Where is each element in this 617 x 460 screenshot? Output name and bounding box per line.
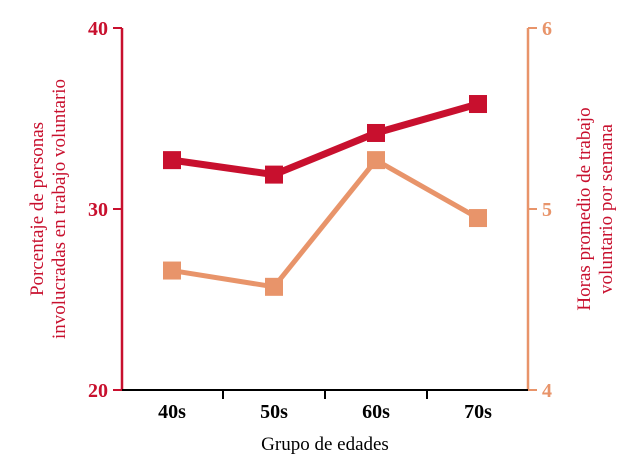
x-tick-label: 40s (158, 401, 186, 423)
data-point-left (265, 165, 283, 184)
left-tick-label: 20 (88, 380, 108, 402)
right-axis-title: voluntario por semana (596, 123, 617, 293)
right-tick-label: 4 (542, 380, 552, 402)
right-tick-label: 6 (542, 18, 552, 40)
left-tick-label: 30 (88, 199, 108, 221)
right-axis-title: Horas promedio de trabajo (574, 107, 595, 310)
axes (113, 27, 537, 399)
data-point-left (163, 151, 181, 170)
labels: 20 30 40 4 5 6 40s 50s 60s 70s Grupo de edades Porc… (27, 18, 617, 455)
data-point-right (163, 261, 181, 280)
data-point-right (265, 277, 283, 296)
series-line-right (171, 157, 480, 290)
series-line-left (171, 100, 479, 179)
x-tick-label: 50s (260, 401, 288, 423)
data-point-right (367, 151, 385, 170)
data-point-left (367, 123, 385, 142)
data-point-left (469, 95, 487, 114)
series (163, 95, 487, 296)
left-axis-title: Porcentaje de personas (27, 122, 48, 296)
right-tick-label: 5 (542, 199, 552, 221)
x-tick-label: 60s (362, 401, 390, 423)
left-tick-label: 40 (88, 18, 108, 40)
left-axis-title: involucradas en trabajo voluntario (49, 79, 70, 339)
x-axis-title: Grupo de edades (261, 434, 389, 455)
data-point-right (469, 209, 487, 228)
x-tick-label: 70s (464, 401, 492, 423)
